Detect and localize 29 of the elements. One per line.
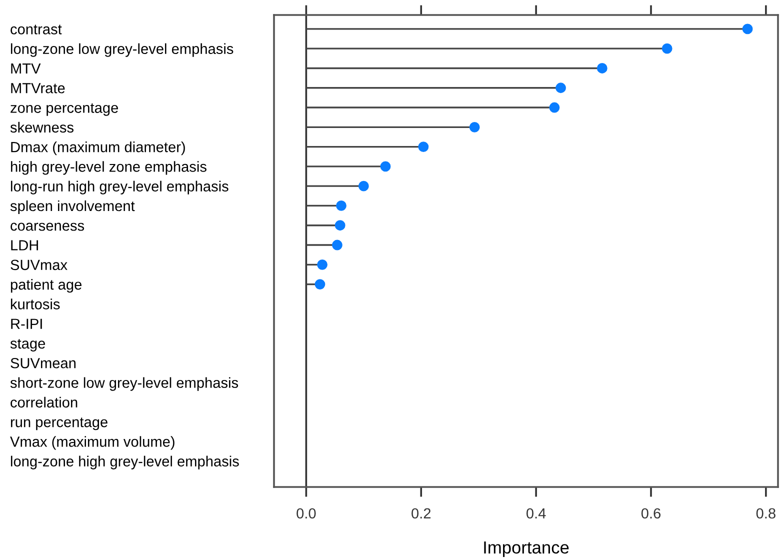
x-tick-label: 0.8 xyxy=(756,508,776,519)
y-tick-label: patient age xyxy=(10,279,82,293)
y-tick-label: coarseness xyxy=(10,222,84,231)
y-tick-label: Dmax (maximum diameter) xyxy=(11,142,185,156)
y-tick-label: stage xyxy=(10,339,46,352)
y-tick-label: R-IPI xyxy=(11,318,42,329)
y-tick-label: short-zone low grey-level emphasis xyxy=(10,377,238,391)
y-tick-label: long-zone low grey-level emphasis xyxy=(10,43,234,57)
x-axis-title: Importance xyxy=(484,542,569,558)
y-tick-label: MTV xyxy=(11,63,41,74)
y-tick-label: run percentage xyxy=(10,418,108,430)
y-tick-label: Vmax (maximum volume) xyxy=(10,436,174,450)
y-tick-label: high grey-level zone emphasis xyxy=(11,161,206,175)
y-tick-label: LDH xyxy=(11,240,38,250)
y-tick-label: skewness xyxy=(10,122,74,133)
y-tick-label: long-run high grey-level emphasis xyxy=(10,180,228,194)
y-tick-label: SUVmax xyxy=(10,260,68,270)
y-tick-label: spleen involvement xyxy=(10,200,135,214)
x-tick-label: 0.2 xyxy=(412,508,431,519)
y-tick-label: correlation xyxy=(10,396,78,408)
y-tick-label: long-zone high grey-level emphasis xyxy=(10,456,239,470)
y-tick-label: kurtosis xyxy=(10,298,60,310)
y-tick-label: SUVmean xyxy=(10,358,76,368)
x-tick-label: 0.4 xyxy=(526,508,546,519)
x-tick-label: 0.0 xyxy=(296,508,316,519)
y-tick-label: contrast xyxy=(10,24,62,34)
y-tick-label: MTVrate xyxy=(11,83,65,94)
x-tick-label: 0.6 xyxy=(641,508,660,519)
y-tick-label: zone percentage xyxy=(10,103,118,116)
